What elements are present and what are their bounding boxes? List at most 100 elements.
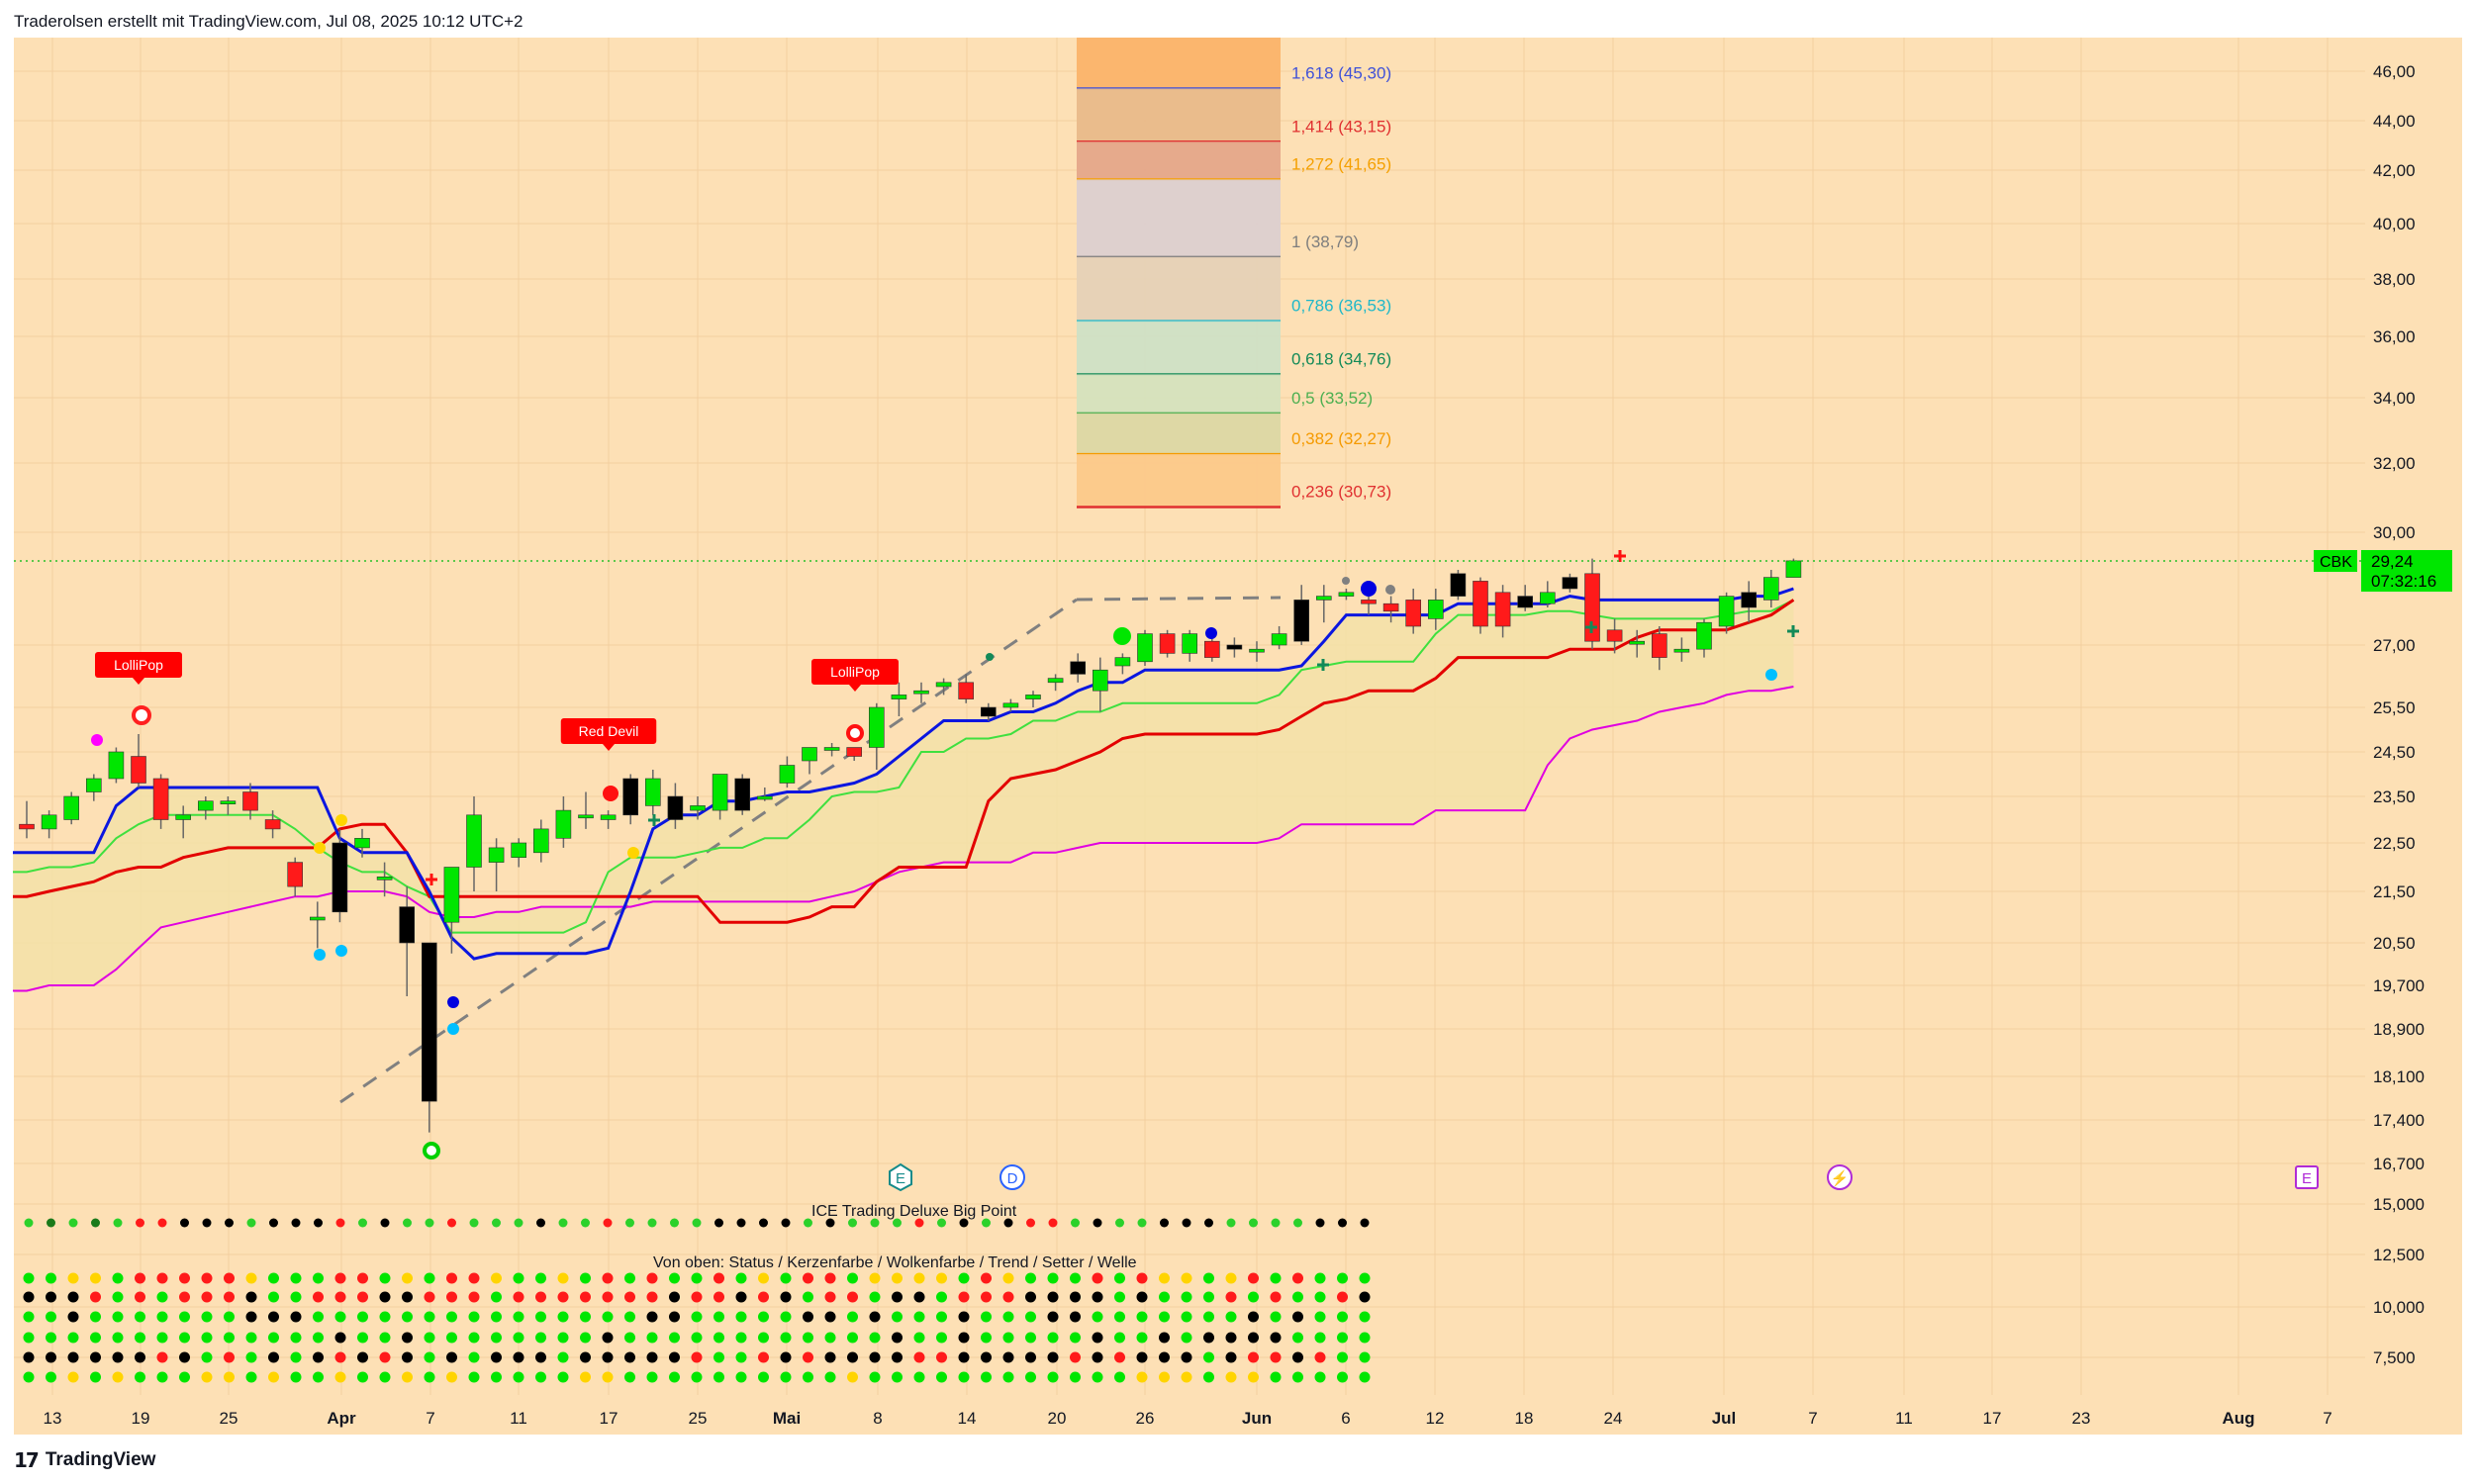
candle[interactable] bbox=[1673, 637, 1690, 662]
candle[interactable] bbox=[131, 734, 146, 788]
candle[interactable] bbox=[421, 942, 437, 1133]
candle[interactable] bbox=[220, 796, 237, 815]
event-marker[interactable]: E bbox=[2295, 1165, 2319, 1189]
candle[interactable] bbox=[1338, 589, 1355, 601]
candle[interactable] bbox=[1204, 637, 1220, 662]
candle[interactable] bbox=[1450, 570, 1467, 601]
candle[interactable] bbox=[1316, 585, 1332, 623]
indicator-dot bbox=[1248, 1272, 1259, 1284]
candle[interactable] bbox=[175, 805, 191, 839]
event-markers[interactable]: E D ⚡ E bbox=[889, 1162, 2319, 1192]
candle[interactable] bbox=[1494, 585, 1511, 638]
candle[interactable] bbox=[1271, 626, 1287, 650]
candle[interactable] bbox=[1696, 618, 1712, 658]
candle[interactable] bbox=[1785, 558, 1802, 578]
candle[interactable] bbox=[667, 783, 684, 829]
candle[interactable] bbox=[1137, 629, 1153, 666]
candle[interactable] bbox=[1540, 581, 1556, 607]
trend-line-upper[interactable] bbox=[1076, 596, 1282, 602]
indicator-dot bbox=[112, 1291, 124, 1303]
price-axis-label: 27,00 bbox=[2373, 636, 2416, 655]
candle[interactable] bbox=[1293, 585, 1309, 645]
candle[interactable] bbox=[41, 810, 57, 839]
candle[interactable] bbox=[152, 774, 169, 829]
candle[interactable] bbox=[1159, 629, 1176, 658]
indicator-dot bbox=[156, 1351, 168, 1363]
candle[interactable] bbox=[287, 857, 304, 897]
candle[interactable] bbox=[980, 702, 997, 721]
candle[interactable] bbox=[1763, 570, 1779, 607]
candle[interactable] bbox=[1182, 629, 1197, 662]
candle[interactable] bbox=[622, 774, 639, 825]
candle[interactable] bbox=[1718, 592, 1735, 634]
candle[interactable] bbox=[1517, 585, 1533, 611]
candle[interactable] bbox=[1093, 657, 1108, 712]
candle[interactable] bbox=[466, 796, 482, 891]
candle[interactable] bbox=[690, 796, 706, 820]
candle[interactable] bbox=[1428, 589, 1444, 630]
candle[interactable] bbox=[1652, 626, 1667, 671]
candle[interactable] bbox=[86, 774, 102, 801]
candle[interactable] bbox=[958, 674, 975, 703]
candle[interactable] bbox=[712, 774, 728, 820]
price-axis[interactable]: 46,00 44,00 42,00 40,00 38,00 36,00 34,00 32,00… bbox=[2373, 62, 2425, 1367]
candle[interactable] bbox=[242, 783, 258, 820]
candle[interactable] bbox=[868, 702, 885, 770]
candle[interactable] bbox=[354, 828, 370, 858]
tradingview-logo[interactable]: 17 TradingView bbox=[14, 1448, 155, 1472]
candle[interactable] bbox=[1584, 558, 1600, 650]
candle[interactable] bbox=[511, 838, 527, 868]
candle[interactable] bbox=[1002, 698, 1019, 712]
candle[interactable] bbox=[488, 838, 505, 891]
candle[interactable] bbox=[1473, 577, 1488, 634]
candle[interactable] bbox=[309, 901, 326, 949]
candles[interactable] bbox=[19, 558, 1802, 1133]
candle[interactable] bbox=[443, 867, 460, 954]
candle[interactable] bbox=[756, 788, 773, 801]
indicator-dot bbox=[646, 1371, 658, 1383]
candle[interactable] bbox=[1741, 581, 1757, 623]
candle[interactable] bbox=[1047, 674, 1064, 692]
indicator-dot bbox=[892, 1291, 903, 1303]
event-marker[interactable]: E bbox=[889, 1162, 912, 1192]
indicator-dot bbox=[714, 1351, 724, 1363]
candle[interactable] bbox=[823, 743, 840, 757]
event-marker[interactable]: ⚡ bbox=[1827, 1164, 1853, 1190]
candle[interactable] bbox=[264, 810, 281, 839]
candle[interactable] bbox=[779, 756, 796, 788]
candle[interactable] bbox=[1114, 653, 1131, 675]
candle[interactable] bbox=[1249, 641, 1265, 662]
candle[interactable] bbox=[1629, 629, 1645, 658]
candle[interactable] bbox=[19, 800, 35, 839]
candle[interactable] bbox=[846, 747, 863, 762]
candle[interactable] bbox=[63, 791, 79, 825]
candle[interactable] bbox=[108, 747, 125, 784]
candle[interactable] bbox=[1025, 691, 1041, 707]
indicator-dot bbox=[646, 1311, 658, 1323]
candle[interactable] bbox=[578, 791, 594, 829]
candle[interactable] bbox=[734, 774, 751, 815]
candle[interactable] bbox=[1226, 637, 1243, 658]
price-chart[interactable]: 1,618 (45,30) 1,414 (43,15) 1,272 (41,65) 1… bbox=[0, 0, 2474, 1444]
candle[interactable] bbox=[532, 819, 549, 863]
candle[interactable] bbox=[891, 682, 907, 716]
candle[interactable] bbox=[332, 828, 348, 923]
time-axis[interactable]: 13 19 25 Apr 7 11 17 25 Mai 8 14 20 26 Jun 6 12 18 24 Jul 7… bbox=[44, 1409, 2332, 1428]
candle[interactable] bbox=[935, 678, 952, 696]
time-axis-label: 18 bbox=[1515, 1409, 1534, 1428]
candle[interactable] bbox=[198, 796, 214, 820]
candle[interactable] bbox=[1405, 589, 1421, 634]
candle[interactable] bbox=[1382, 596, 1399, 623]
candle[interactable] bbox=[644, 770, 661, 815]
candle[interactable] bbox=[399, 886, 416, 996]
event-marker[interactable]: D bbox=[999, 1164, 1025, 1190]
indicator-dot bbox=[1225, 1272, 1237, 1284]
candle[interactable] bbox=[555, 796, 572, 848]
candle[interactable] bbox=[1562, 573, 1578, 593]
candle[interactable] bbox=[600, 810, 617, 829]
candle[interactable] bbox=[1070, 653, 1086, 683]
candle[interactable] bbox=[913, 682, 929, 703]
candle[interactable] bbox=[802, 747, 817, 775]
candle[interactable] bbox=[1606, 618, 1623, 654]
candle[interactable] bbox=[376, 862, 393, 897]
